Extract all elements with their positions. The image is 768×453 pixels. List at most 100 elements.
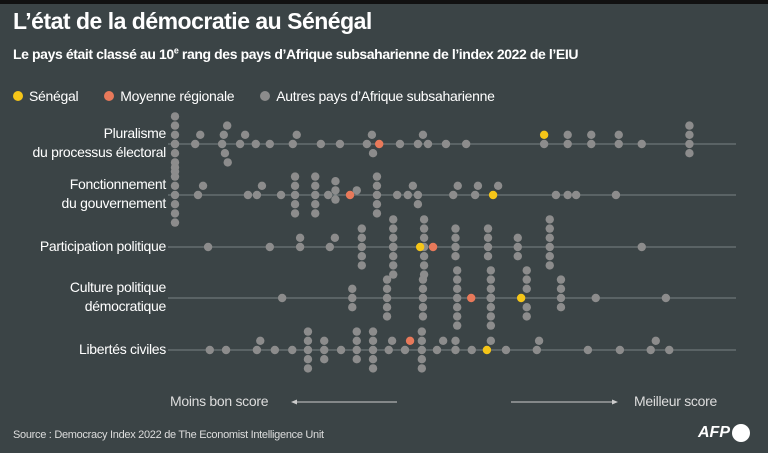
chart-subtitle: Le pays était classé au 10e rang des pay… — [13, 45, 578, 62]
dot-other-country — [461, 139, 471, 149]
dot-other-country — [352, 336, 361, 345]
legend-label: Autres pays d’Afrique subsaharienne — [276, 88, 495, 104]
dot-other-country — [646, 345, 655, 355]
dot-other-country — [222, 121, 232, 130]
dot-other-country — [591, 293, 600, 303]
dot-other-country — [220, 149, 230, 158]
dot-other-country — [419, 261, 429, 270]
dot-other-country — [357, 261, 367, 270]
dot-other-country — [534, 336, 544, 345]
subtitle-text: Le pays était classé au 10e rang des pay… — [13, 45, 579, 62]
dot-other-country — [556, 293, 566, 303]
dot-other-country — [223, 158, 232, 167]
dot-other-country — [389, 270, 398, 279]
dot-other-country — [352, 355, 361, 364]
dot-other-country — [303, 327, 313, 336]
dot-other-country — [615, 345, 625, 355]
dot-other-country — [348, 303, 357, 312]
dot-other-country — [382, 293, 392, 303]
dot-other-country — [320, 336, 329, 345]
dot-other-country — [352, 186, 361, 195]
dot-other-country — [265, 139, 275, 149]
dot-other-country — [170, 112, 180, 121]
dot-other-country — [368, 364, 378, 373]
dot-other-country — [170, 181, 180, 190]
arrow-right-icon — [612, 399, 618, 405]
dot-other-country — [417, 327, 427, 336]
dot-other-country — [290, 172, 300, 181]
dot-other-country — [384, 345, 393, 355]
row-label-line: Pluralisme — [103, 125, 167, 141]
dot-other-country — [320, 345, 329, 355]
dot-other-country — [522, 275, 531, 284]
dot-other-country — [372, 190, 382, 200]
dot-other-country — [382, 275, 392, 284]
dot-other-country — [335, 139, 345, 149]
row-label: Fonctionnement du gouvernement — [61, 175, 167, 213]
dot-other-country — [311, 209, 320, 218]
afp-logo: AFP — [698, 424, 750, 442]
dot-other-country — [545, 261, 554, 270]
dot-other-country — [170, 121, 180, 130]
dot-other-country — [486, 266, 496, 275]
legend: Sénégal Moyenne régionale Autres pays d’… — [13, 88, 495, 104]
dot-other-country — [205, 345, 214, 355]
dot-other-country — [368, 355, 378, 364]
axis-right-label: Meilleur score — [634, 393, 717, 409]
dot-other-country — [235, 139, 245, 149]
dot-other-country — [303, 364, 313, 373]
dot-other-country — [240, 130, 250, 139]
dot-other-country — [336, 345, 346, 355]
dot-other-country — [452, 266, 462, 275]
dot-other-country — [198, 181, 208, 190]
dot-other-country — [190, 139, 200, 149]
source-note: Source : Democracy Index 2022 de The Eco… — [13, 429, 324, 441]
dot-other-country — [587, 130, 596, 139]
legend-dot-other-countries — [260, 91, 271, 101]
dot-other-country — [452, 275, 462, 284]
dot-other-country — [357, 242, 367, 252]
dot-other-country — [352, 327, 361, 336]
dot-other-country — [368, 149, 378, 158]
row-label-line: du gouvernement — [61, 195, 167, 211]
dot-other-country — [389, 224, 398, 233]
dot-other-country — [556, 303, 566, 312]
dot-other-country — [392, 190, 402, 200]
dot-other-country — [418, 275, 428, 284]
dot-other-country — [451, 336, 460, 345]
dot-other-country — [583, 345, 593, 355]
dot-other-country — [170, 190, 180, 200]
dot-other-country — [295, 233, 305, 242]
legend-dot-senegal — [13, 91, 23, 101]
dot-other-country — [219, 130, 229, 139]
dot-other-country — [372, 200, 382, 209]
dot-other-country — [413, 190, 423, 200]
dot-other-country — [303, 336, 313, 345]
dot-other-country — [330, 233, 340, 242]
dot-regional-average — [375, 139, 384, 149]
dot-other-country — [522, 312, 531, 321]
dot-other-country — [452, 293, 462, 303]
dot-other-country — [451, 233, 460, 242]
dot-other-country — [292, 130, 301, 139]
dot-other-country — [563, 139, 572, 149]
arrow-left-icon — [291, 399, 297, 405]
dot-other-country — [243, 190, 253, 200]
dot-other-country — [357, 224, 367, 233]
dot-other-country — [400, 345, 410, 355]
axis-left-label: Moins bon score — [170, 393, 269, 409]
dot-senegal — [516, 293, 526, 303]
dot-other-country — [348, 284, 357, 293]
legend-label: Moyenne régionale — [120, 88, 235, 104]
legend-item-regional-average: Moyenne régionale — [104, 88, 235, 104]
dot-other-country — [501, 345, 511, 355]
dot-other-country — [389, 215, 398, 224]
dot-other-country — [311, 181, 320, 190]
dot-other-country — [685, 121, 694, 130]
dot-other-country — [614, 130, 623, 139]
dot-other-country — [217, 139, 227, 149]
dot-regional-average — [345, 190, 355, 200]
dot-other-country — [290, 209, 300, 218]
dot-other-country — [277, 293, 287, 303]
